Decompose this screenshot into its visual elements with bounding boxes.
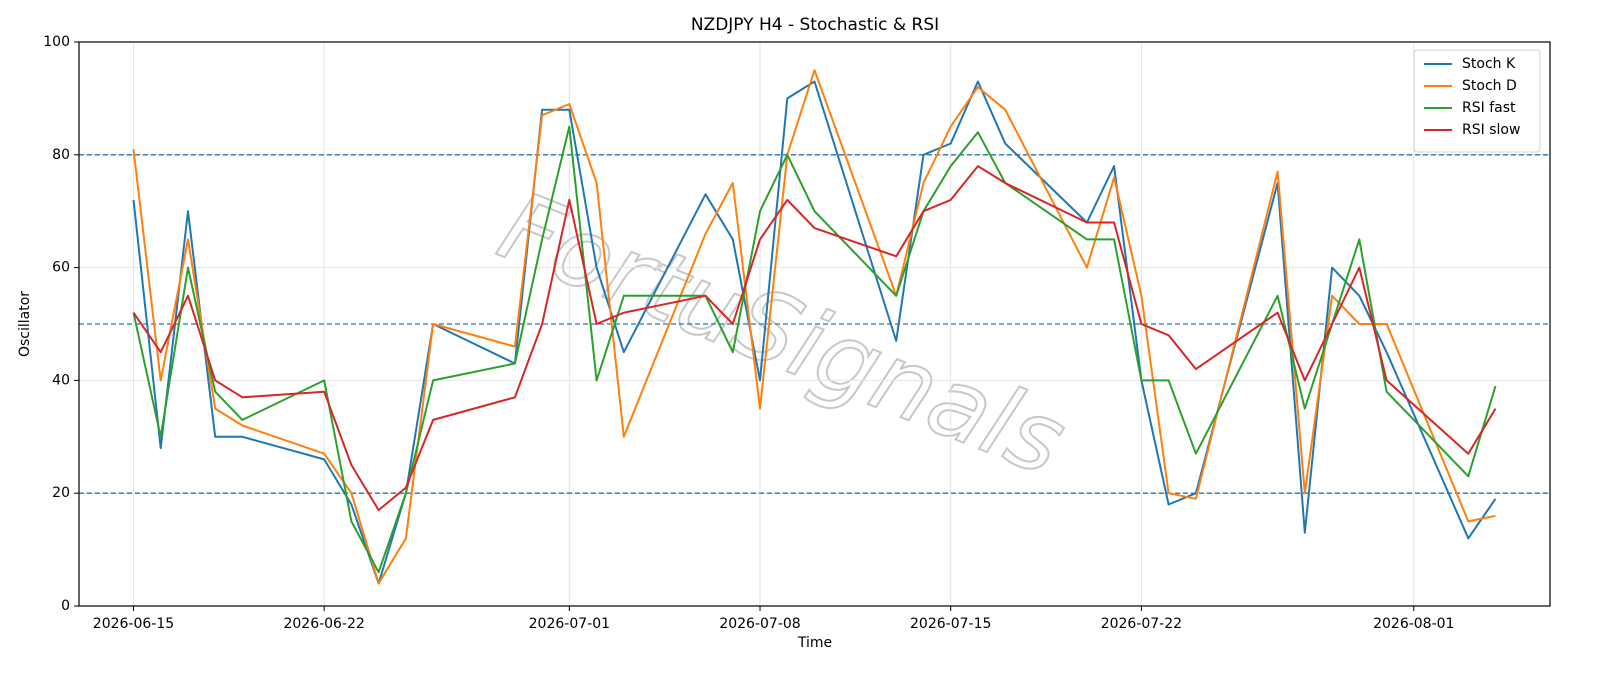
series-line bbox=[132, 125, 1497, 574]
legend-box bbox=[1413, 49, 1541, 153]
legend-label: Stoch K bbox=[1462, 56, 1516, 72]
legend-label: Stoch D bbox=[1462, 78, 1517, 94]
y-tick-label: 0 bbox=[61, 598, 70, 614]
y-tick-label: 60 bbox=[52, 260, 70, 276]
y-tick-label: 100 bbox=[43, 34, 70, 50]
series-line bbox=[132, 165, 1497, 512]
x-tick-label: 2026-07-22 bbox=[1101, 616, 1182, 632]
x-tick-label: 2026-06-15 bbox=[93, 616, 174, 632]
legend: Stoch K Stoch D RSI fast RSI slow bbox=[1413, 49, 1541, 153]
x-tick-label: 2026-07-15 bbox=[910, 616, 991, 632]
y-tick-label: 80 bbox=[52, 147, 70, 163]
plot-frame bbox=[78, 41, 1551, 607]
x-axis-label: Time bbox=[797, 635, 832, 651]
chart-title: NZDJPY H4 - Stochastic & RSI bbox=[691, 15, 939, 35]
x-tick-label: 2026-07-08 bbox=[719, 616, 800, 632]
y-tick-label: 20 bbox=[52, 485, 70, 501]
y-axis-label: Oscillator bbox=[17, 291, 33, 357]
legend-label: RSI slow bbox=[1462, 122, 1520, 138]
x-tick-label: 2026-08-01 bbox=[1373, 616, 1454, 632]
x-tick-label: 2026-06-22 bbox=[283, 616, 364, 632]
legend-label: RSI fast bbox=[1462, 100, 1516, 116]
y-tick-label: 40 bbox=[52, 372, 70, 388]
x-tick-label: 2026-07-01 bbox=[529, 616, 610, 632]
